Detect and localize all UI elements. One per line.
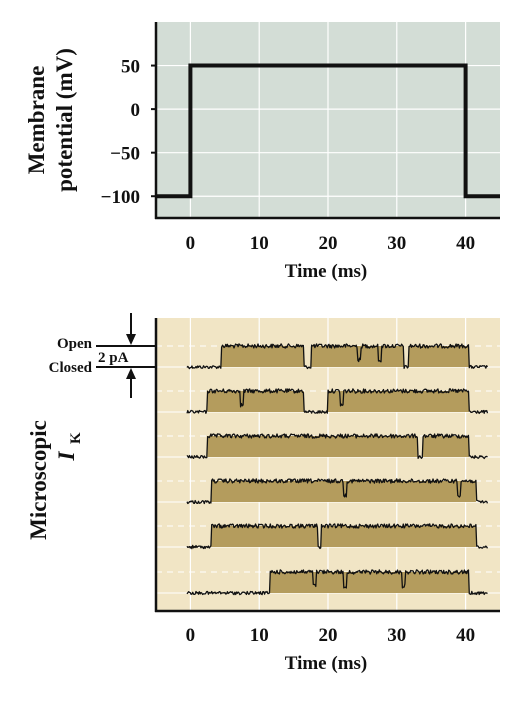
current-sweep-4 (156, 523, 500, 550)
current-scale-bar: Open Closed 2 pA (49, 313, 156, 398)
current-xtick-label-4: 40 (456, 625, 475, 646)
current-trace-0 (186, 343, 489, 370)
current-trace-2 (186, 433, 488, 460)
current-open-fill-0-0 (221, 346, 304, 367)
current-sweeps (156, 343, 500, 596)
current-trace-1 (186, 388, 489, 415)
voltage-ytick-label-3: −100 (101, 187, 140, 208)
voltage-x-ticks: 0 10 20 30 40 (186, 233, 475, 254)
voltage-ytick-label-2: −50 (110, 144, 140, 165)
current-open-fill-4-1 (321, 526, 476, 547)
voltage-chart: 50 0 −50 −100 0 10 20 30 40 Membrane potential … (24, 22, 500, 282)
voltage-xtick-label-2: 20 (319, 233, 338, 254)
scale-bar-label: 2 pA (98, 350, 129, 366)
current-open-fill-0-2 (408, 346, 470, 367)
current-xtick-label-1: 10 (250, 625, 269, 646)
current-ylabel-subscript: K (68, 432, 84, 444)
voltage-xtick-label-3: 30 (387, 233, 406, 254)
voltage-xtick-label-1: 10 (250, 233, 269, 254)
current-open-fill-4-0 (211, 526, 318, 547)
voltage-ytick-label-0: 50 (121, 57, 140, 78)
current-sweep-3 (156, 478, 500, 505)
current-sweep-2 (156, 433, 500, 460)
voltage-ylabel-line2: potential (mV) (52, 48, 77, 192)
voltage-y-ticks: 50 0 −50 −100 (101, 57, 156, 208)
current-open-fill-5-0 (269, 572, 470, 593)
current-trace-4 (186, 523, 489, 550)
voltage-step-trace (156, 63, 500, 199)
current-trace-5 (186, 569, 488, 596)
current-xlabel: Time (ms) (285, 653, 368, 674)
current-sweep-0 (156, 343, 500, 370)
current-trace-3 (186, 478, 489, 505)
scale-open-label: Open (57, 336, 93, 352)
voltage-ytick-label-1: 0 (131, 100, 141, 121)
scale-closed-label: Closed (49, 360, 93, 376)
current-ylabel-symbol: I K (54, 432, 84, 461)
current-ylabel-symbol-i: I (54, 450, 79, 461)
current-sweep-1 (156, 388, 500, 415)
voltage-xtick-label-0: 0 (186, 233, 196, 254)
current-sweep-5 (156, 569, 500, 596)
scale-arrowhead-up (126, 368, 136, 379)
current-open-fill-1-1 (328, 391, 470, 412)
current-ylabel-main: Microscopic (26, 420, 51, 540)
voltage-xtick-label-4: 40 (456, 233, 475, 254)
voltage-ylabel-line1: Membrane (24, 66, 49, 175)
current-open-fill-2-1 (422, 436, 470, 457)
current-xtick-label-2: 20 (319, 625, 338, 646)
current-x-ticks: 0 10 20 30 40 (186, 625, 475, 646)
current-xtick-label-3: 30 (387, 625, 406, 646)
voltage-xlabel: Time (ms) (285, 261, 368, 282)
scale-arrowhead-down (126, 334, 136, 345)
current-xtick-label-0: 0 (186, 625, 196, 646)
current-chart: 0 10 20 30 40 Open Closed 2 pA Microscopic I… (26, 313, 500, 674)
current-open-fill-2-0 (207, 436, 418, 457)
current-open-fill-1-0 (207, 391, 304, 412)
